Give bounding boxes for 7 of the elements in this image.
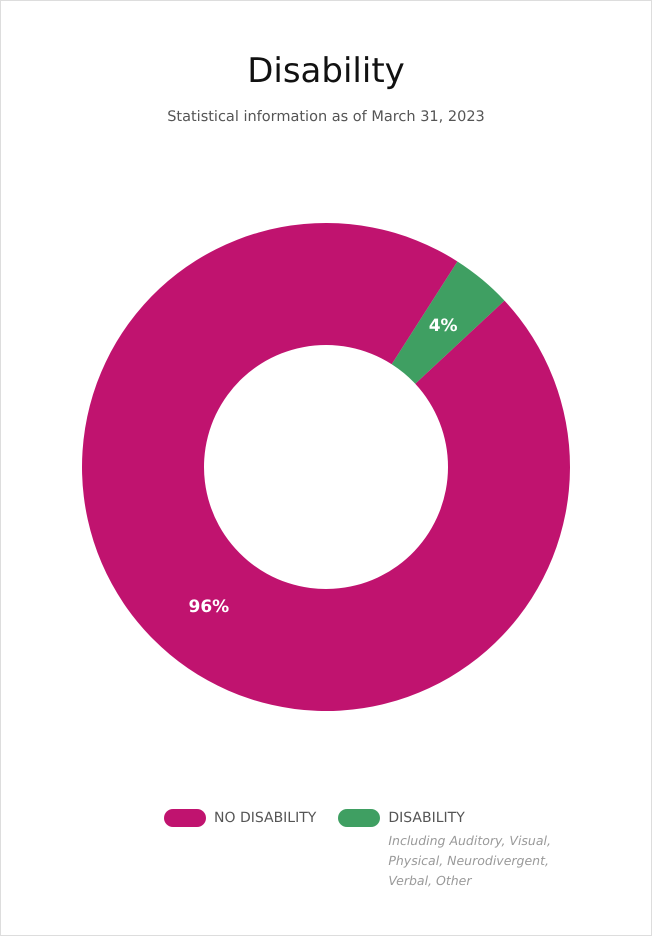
legend-label: NO DISABILITY <box>214 810 316 826</box>
text: Including Auditory, Visual, Physical, Neurodivergent, Verbal, Other <box>388 832 552 890</box>
data-label: 4% <box>428 316 458 336</box>
chart-title: Disability <box>246 51 406 91</box>
chart-subtitle: Statistical information as of March 31, 2023 <box>166 109 486 125</box>
legend-label: DISABILITY <box>388 810 465 826</box>
data-label: 96% <box>188 597 230 618</box>
